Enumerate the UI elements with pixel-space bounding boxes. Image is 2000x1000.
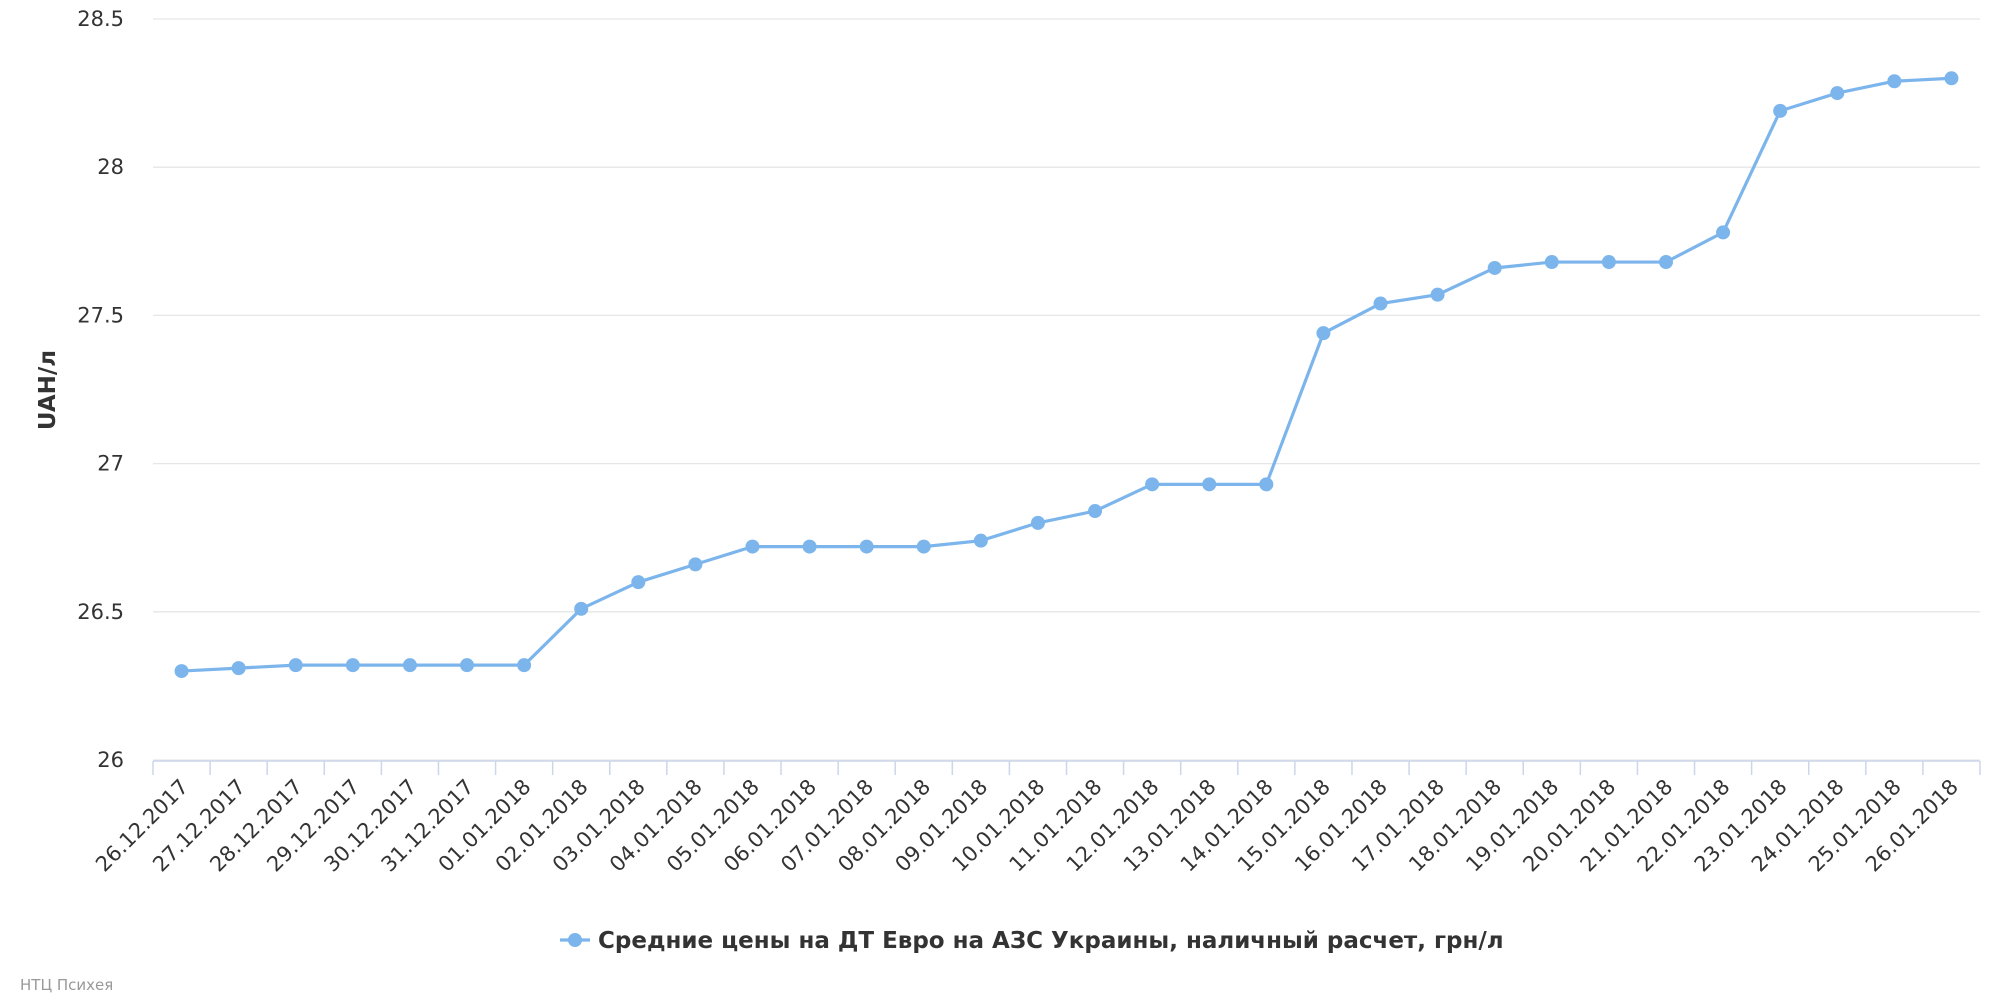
y-tick-label: 26.5 xyxy=(77,600,124,624)
point xyxy=(174,664,189,679)
y-tick-label: 28 xyxy=(97,155,124,179)
point xyxy=(1658,255,1673,270)
point xyxy=(1601,255,1616,270)
point xyxy=(745,539,760,554)
point xyxy=(1716,225,1731,240)
point xyxy=(1773,103,1788,118)
point xyxy=(1430,287,1445,302)
point xyxy=(1202,477,1217,492)
point xyxy=(1487,260,1502,275)
point xyxy=(1544,255,1559,270)
point xyxy=(231,661,246,676)
point xyxy=(1830,86,1845,101)
point xyxy=(1887,74,1902,89)
point xyxy=(288,658,303,673)
legend-marker xyxy=(568,933,582,947)
point xyxy=(1145,477,1160,492)
point xyxy=(460,658,475,673)
point xyxy=(916,539,931,554)
series-line xyxy=(181,76,1952,673)
point xyxy=(574,601,589,616)
point xyxy=(859,539,874,554)
point xyxy=(973,533,988,548)
y-tick-label: 26 xyxy=(97,748,124,772)
point xyxy=(345,658,360,673)
point xyxy=(802,539,817,554)
point xyxy=(1088,504,1103,519)
credits: НТЦ Психея xyxy=(20,976,113,994)
y-axis-title: UAH/л xyxy=(35,350,61,430)
point xyxy=(1373,296,1388,311)
y-tick-label: 27.5 xyxy=(77,303,124,327)
point xyxy=(1259,477,1274,492)
y-tick-label: 27 xyxy=(97,452,124,476)
point xyxy=(688,557,703,572)
legend-label[interactable]: Средние цены на ДТ Евро на АЗС Украины, … xyxy=(598,928,1504,954)
y-tick-label: 28.5 xyxy=(77,7,124,31)
point xyxy=(1030,515,1045,530)
point xyxy=(1944,71,1959,86)
point xyxy=(517,658,532,673)
point xyxy=(402,658,417,673)
point xyxy=(631,575,646,590)
point xyxy=(1316,326,1331,341)
